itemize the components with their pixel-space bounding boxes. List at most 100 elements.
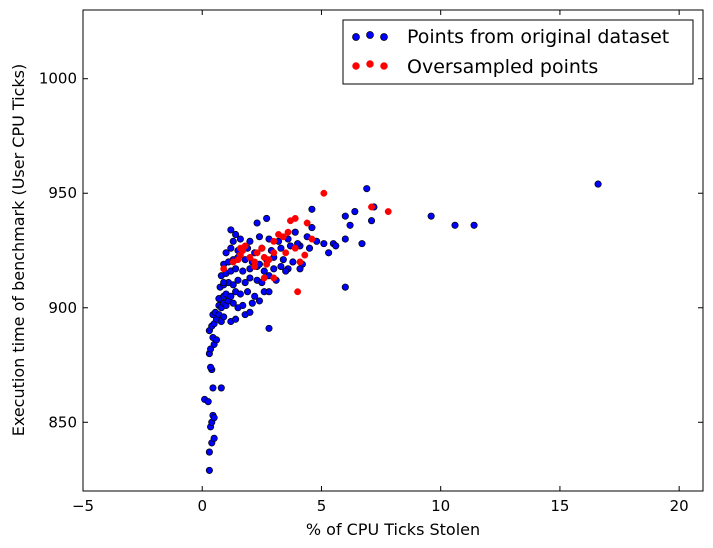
data-point-oversampled — [253, 249, 261, 257]
data-point-oversampled — [265, 256, 273, 264]
y-tick-label: 950 — [48, 184, 77, 202]
legend-dot — [352, 33, 360, 41]
data-point-original — [209, 384, 217, 392]
data-point-original — [470, 221, 478, 229]
data-point-original — [205, 448, 213, 456]
data-point-original — [205, 466, 213, 474]
data-point-original — [227, 226, 235, 234]
y-tick-label: 850 — [48, 413, 77, 431]
x-tick-label: 10 — [431, 497, 450, 515]
data-point-oversampled — [220, 265, 228, 273]
x-tick-label: 0 — [197, 497, 207, 515]
data-point-original — [229, 281, 237, 289]
data-point-original — [325, 249, 333, 257]
data-point-original — [210, 414, 218, 422]
legend-dot — [380, 33, 388, 41]
data-point-original — [234, 276, 242, 284]
legend: Points from original dataset Oversampled… — [342, 19, 694, 85]
data-point-oversampled — [294, 288, 302, 296]
legend-marker-oversampled — [352, 60, 388, 70]
data-point-oversampled — [270, 249, 278, 257]
data-point-oversampled — [270, 237, 278, 245]
data-point-original — [341, 235, 349, 243]
data-point-original — [251, 292, 259, 300]
data-point-oversampled — [251, 263, 259, 270]
data-point-original — [236, 235, 244, 243]
legend-dot — [380, 62, 388, 70]
data-point-oversampled — [384, 208, 392, 216]
data-point-oversampled — [270, 274, 278, 282]
data-point-original — [305, 244, 314, 252]
data-point-original — [255, 297, 264, 305]
data-point-oversampled — [320, 189, 328, 197]
data-point-original — [236, 290, 244, 298]
data-point-oversampled — [279, 233, 287, 241]
data-point-original — [351, 208, 359, 216]
data-point-original — [308, 224, 316, 232]
x-tick-label: 20 — [670, 497, 689, 515]
data-point-oversampled — [291, 244, 299, 252]
plot-area — [83, 10, 703, 491]
legend-box — [342, 19, 694, 85]
legend-marker-original — [352, 31, 388, 41]
x-tick-label: 15 — [550, 497, 569, 515]
data-point-original — [239, 301, 247, 310]
data-point-original — [427, 212, 435, 220]
data-point-original — [222, 249, 230, 257]
data-point-oversampled — [296, 258, 304, 266]
y-tick-label: 1000 — [39, 70, 77, 88]
data-point-original — [255, 233, 264, 241]
data-point-original — [265, 288, 273, 296]
data-point-original — [232, 265, 240, 273]
data-point-oversampled — [284, 228, 292, 236]
legend-dot — [352, 62, 360, 70]
data-point-original — [363, 185, 371, 193]
data-point-original — [232, 230, 240, 239]
data-point-original — [320, 240, 328, 248]
y-axis-label: Execution time of benchmark (User CPU Ti… — [9, 64, 28, 437]
x-tick-label: −5 — [72, 497, 94, 515]
data-point-original — [227, 244, 235, 252]
data-point-oversampled — [282, 249, 290, 257]
data-point-original — [241, 279, 249, 287]
data-point-original — [260, 267, 268, 275]
x-tick-label: 5 — [317, 497, 327, 515]
data-point-original — [346, 221, 354, 229]
data-point-original — [212, 336, 221, 344]
legend-dot — [366, 60, 374, 68]
data-point-original — [253, 219, 261, 227]
data-point-oversampled — [368, 203, 375, 211]
data-point-original — [246, 237, 254, 245]
data-point-original — [367, 217, 376, 225]
data-point-original — [220, 313, 228, 321]
x-axis-label: % of CPU Ticks Stolen — [306, 520, 480, 539]
ticks-layer: −5 0 5 10 15 20 850 900 950 1000 — [39, 10, 703, 515]
data-point-oversampled — [236, 244, 244, 252]
data-point-original — [279, 256, 287, 264]
data-point-original — [204, 398, 212, 406]
data-point-original — [341, 283, 349, 291]
data-point-oversampled — [308, 235, 316, 243]
data-point-original — [282, 267, 290, 275]
data-point-original — [291, 228, 299, 236]
data-point-original — [217, 384, 225, 392]
data-point-oversampled — [246, 253, 254, 261]
data-point-original — [265, 324, 273, 332]
data-point-original — [227, 292, 235, 300]
data-point-original — [210, 434, 218, 442]
data-point-original — [332, 242, 340, 250]
data-point-oversampled — [291, 214, 299, 222]
plot-frame — [82, 9, 704, 492]
data-point-original — [289, 258, 297, 266]
data-point-original — [229, 299, 237, 307]
data-point-original — [277, 244, 285, 252]
legend-label-original: Points from original dataset — [407, 26, 669, 48]
data-point-oversampled — [258, 244, 266, 252]
data-point-original — [220, 279, 228, 287]
points-layer — [201, 180, 602, 474]
data-point-original — [296, 265, 304, 273]
data-point-original — [594, 180, 602, 188]
data-point-original — [277, 262, 285, 271]
data-point-oversampled — [303, 219, 311, 227]
data-point-original — [243, 288, 252, 296]
